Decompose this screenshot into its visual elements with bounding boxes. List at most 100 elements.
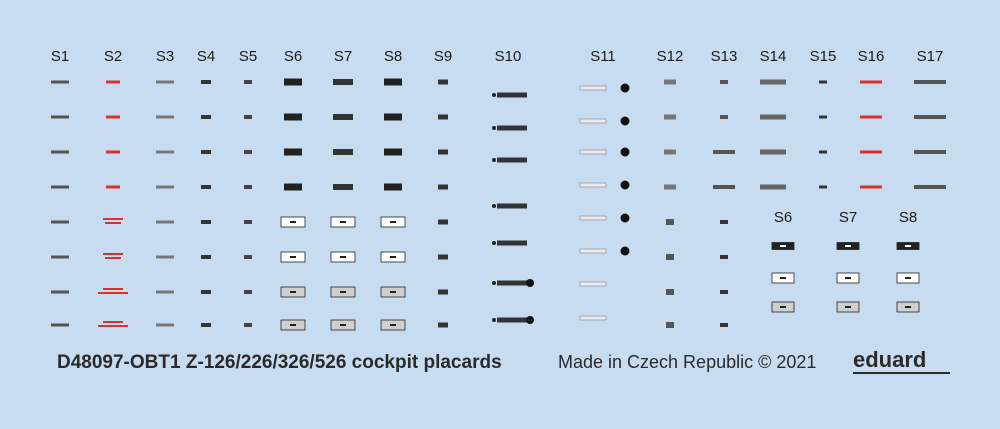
placard — [333, 114, 353, 120]
column-label: S7 — [334, 48, 352, 65]
placard — [860, 150, 882, 154]
placard-dot — [620, 147, 630, 157]
column-label: S15 — [810, 48, 837, 65]
placard — [201, 185, 211, 189]
placard — [497, 92, 527, 98]
placard — [905, 306, 911, 308]
placard — [333, 149, 353, 155]
column-label: S14 — [760, 48, 787, 65]
placard — [156, 323, 174, 327]
placard-dot — [492, 318, 496, 322]
placard — [201, 115, 211, 119]
placard — [860, 80, 882, 84]
placard-dot — [492, 93, 496, 97]
placard — [340, 256, 346, 258]
placard — [201, 290, 211, 294]
origin-note: Made in Czech Republic © 2021 — [558, 352, 816, 372]
placard — [390, 221, 396, 223]
placard — [579, 248, 607, 254]
placard — [106, 150, 120, 154]
placard — [105, 222, 121, 224]
placard — [720, 290, 728, 294]
placard — [497, 280, 527, 286]
placard-dot — [492, 241, 496, 245]
placard — [819, 115, 827, 119]
placard — [579, 149, 607, 155]
placard — [244, 115, 252, 119]
placard — [780, 306, 786, 308]
placard — [244, 323, 252, 327]
placard — [819, 185, 827, 189]
placard — [914, 80, 946, 84]
placard-dot — [492, 204, 496, 208]
placard — [666, 289, 674, 295]
placard — [438, 322, 448, 328]
placard — [579, 85, 607, 91]
placard — [244, 290, 252, 294]
placard — [284, 113, 302, 121]
placard — [103, 321, 123, 323]
placard — [98, 325, 128, 327]
placard — [845, 306, 851, 308]
placard — [819, 80, 827, 84]
placard — [103, 253, 123, 255]
placard-dot — [526, 279, 534, 287]
placard — [384, 113, 402, 121]
placard — [780, 277, 786, 279]
column-label: S12 — [657, 48, 684, 65]
placard — [819, 150, 827, 154]
placard — [914, 115, 946, 119]
sheet-code: D48097-OBT1 Z-126/226/326/526 cockpit pl… — [57, 352, 502, 373]
placard-dot — [492, 126, 496, 130]
column-label: S9 — [434, 48, 452, 65]
placard — [760, 79, 786, 85]
placard — [51, 115, 69, 119]
placard — [106, 185, 120, 189]
placard — [905, 245, 911, 247]
placard — [103, 218, 123, 220]
placard — [290, 221, 296, 223]
placard — [284, 78, 302, 86]
column-label: S10 — [495, 48, 522, 65]
placard-dot — [620, 246, 630, 256]
placard — [666, 254, 674, 260]
placard — [390, 256, 396, 258]
placard — [340, 291, 346, 293]
placard — [760, 114, 786, 120]
placard — [244, 80, 252, 84]
placard — [284, 148, 302, 156]
placard — [760, 149, 786, 155]
placard-dot — [620, 83, 630, 93]
placard — [497, 125, 527, 131]
column-label: S8 — [899, 209, 917, 226]
column-label: S4 — [197, 48, 215, 65]
placard — [156, 255, 174, 259]
placard — [384, 78, 402, 86]
column-label: S3 — [156, 48, 174, 65]
placard — [106, 115, 120, 119]
placard — [290, 256, 296, 258]
placard — [438, 219, 448, 225]
placard-dot — [620, 116, 630, 126]
placard — [845, 245, 851, 247]
placard — [51, 220, 69, 224]
placard — [201, 220, 211, 224]
placard — [156, 150, 174, 154]
placard — [156, 290, 174, 294]
placard — [51, 80, 69, 84]
placard — [201, 323, 211, 327]
column-label: S2 — [104, 48, 122, 65]
placard — [666, 219, 674, 225]
placard — [156, 115, 174, 119]
placard — [579, 215, 607, 221]
placard — [914, 185, 946, 189]
placard — [780, 245, 786, 247]
placard — [497, 157, 527, 163]
placard — [98, 292, 128, 294]
placard — [720, 255, 728, 259]
placard-dot — [492, 281, 496, 285]
placard — [333, 79, 353, 85]
placard — [51, 255, 69, 259]
